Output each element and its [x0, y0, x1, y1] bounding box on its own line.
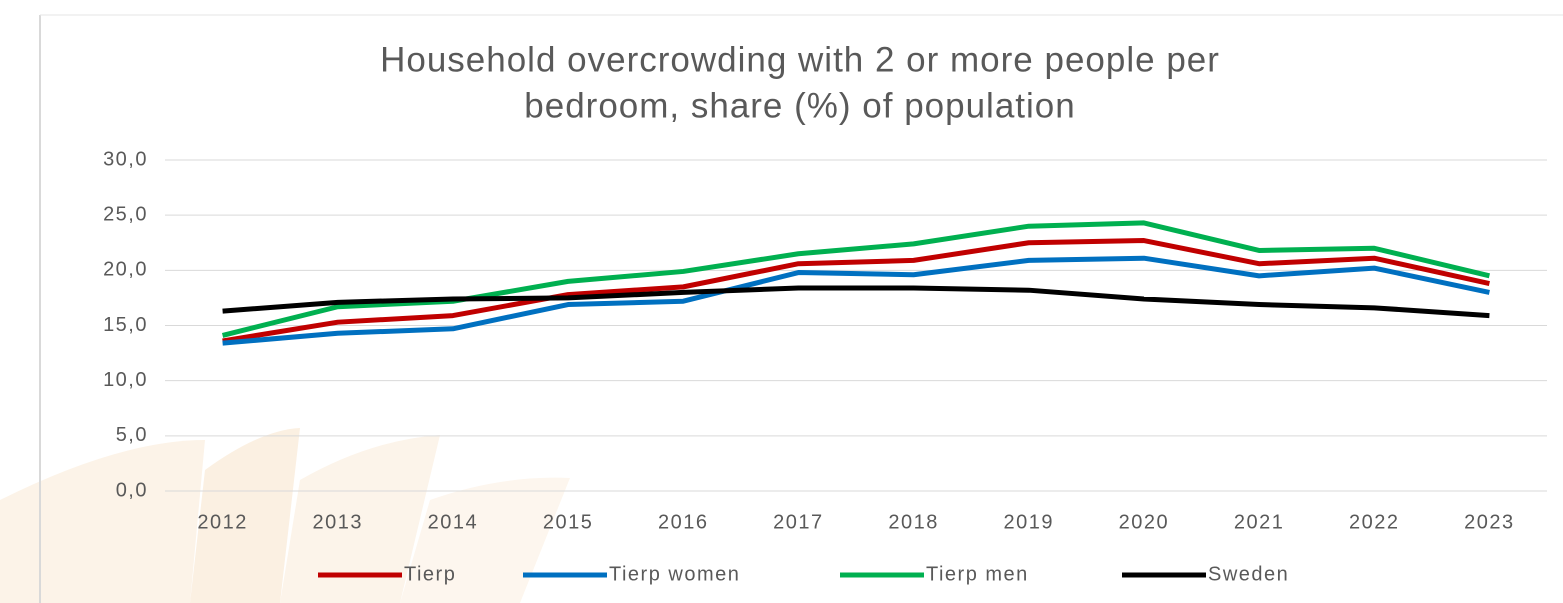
legend-label: Tierp: [404, 563, 456, 585]
x-tick-label: 2017: [773, 511, 824, 533]
chart-title: bedroom, share (%) of population: [524, 86, 1075, 125]
y-tick-label: 25,0: [103, 203, 148, 225]
legend-label: Sweden: [1208, 563, 1289, 585]
x-tick-label: 2013: [313, 511, 364, 533]
x-tick-label: 2019: [1004, 511, 1055, 533]
chart: Household overcrowding with 2 or more pe…: [0, 0, 1563, 603]
page: {"chart_data": {"type": "line", "title":…: [0, 0, 1563, 603]
x-tick-label: 2023: [1464, 511, 1515, 533]
y-tick-label: 15,0: [103, 314, 148, 336]
y-tick-label: 0,0: [116, 479, 148, 501]
data-line: [223, 288, 1490, 316]
x-tick-label: 2014: [428, 511, 479, 533]
legend-label: Tierp women: [609, 563, 740, 585]
y-tick-label: 30,0: [103, 148, 148, 170]
x-tick-label: 2022: [1349, 511, 1400, 533]
x-tick-label: 2015: [543, 511, 594, 533]
x-tick-label: 2016: [658, 511, 709, 533]
y-tick-label: 20,0: [103, 259, 148, 281]
x-tick-label: 2021: [1234, 511, 1285, 533]
chart-title: Household overcrowding with 2 or more pe…: [380, 40, 1220, 79]
y-tick-label: 10,0: [103, 369, 148, 391]
x-tick-label: 2020: [1119, 511, 1170, 533]
x-tick-label: 2018: [888, 511, 939, 533]
y-tick-label: 5,0: [116, 424, 148, 446]
x-tick-label: 2012: [197, 511, 248, 533]
legend-label: Tierp men: [926, 563, 1029, 585]
